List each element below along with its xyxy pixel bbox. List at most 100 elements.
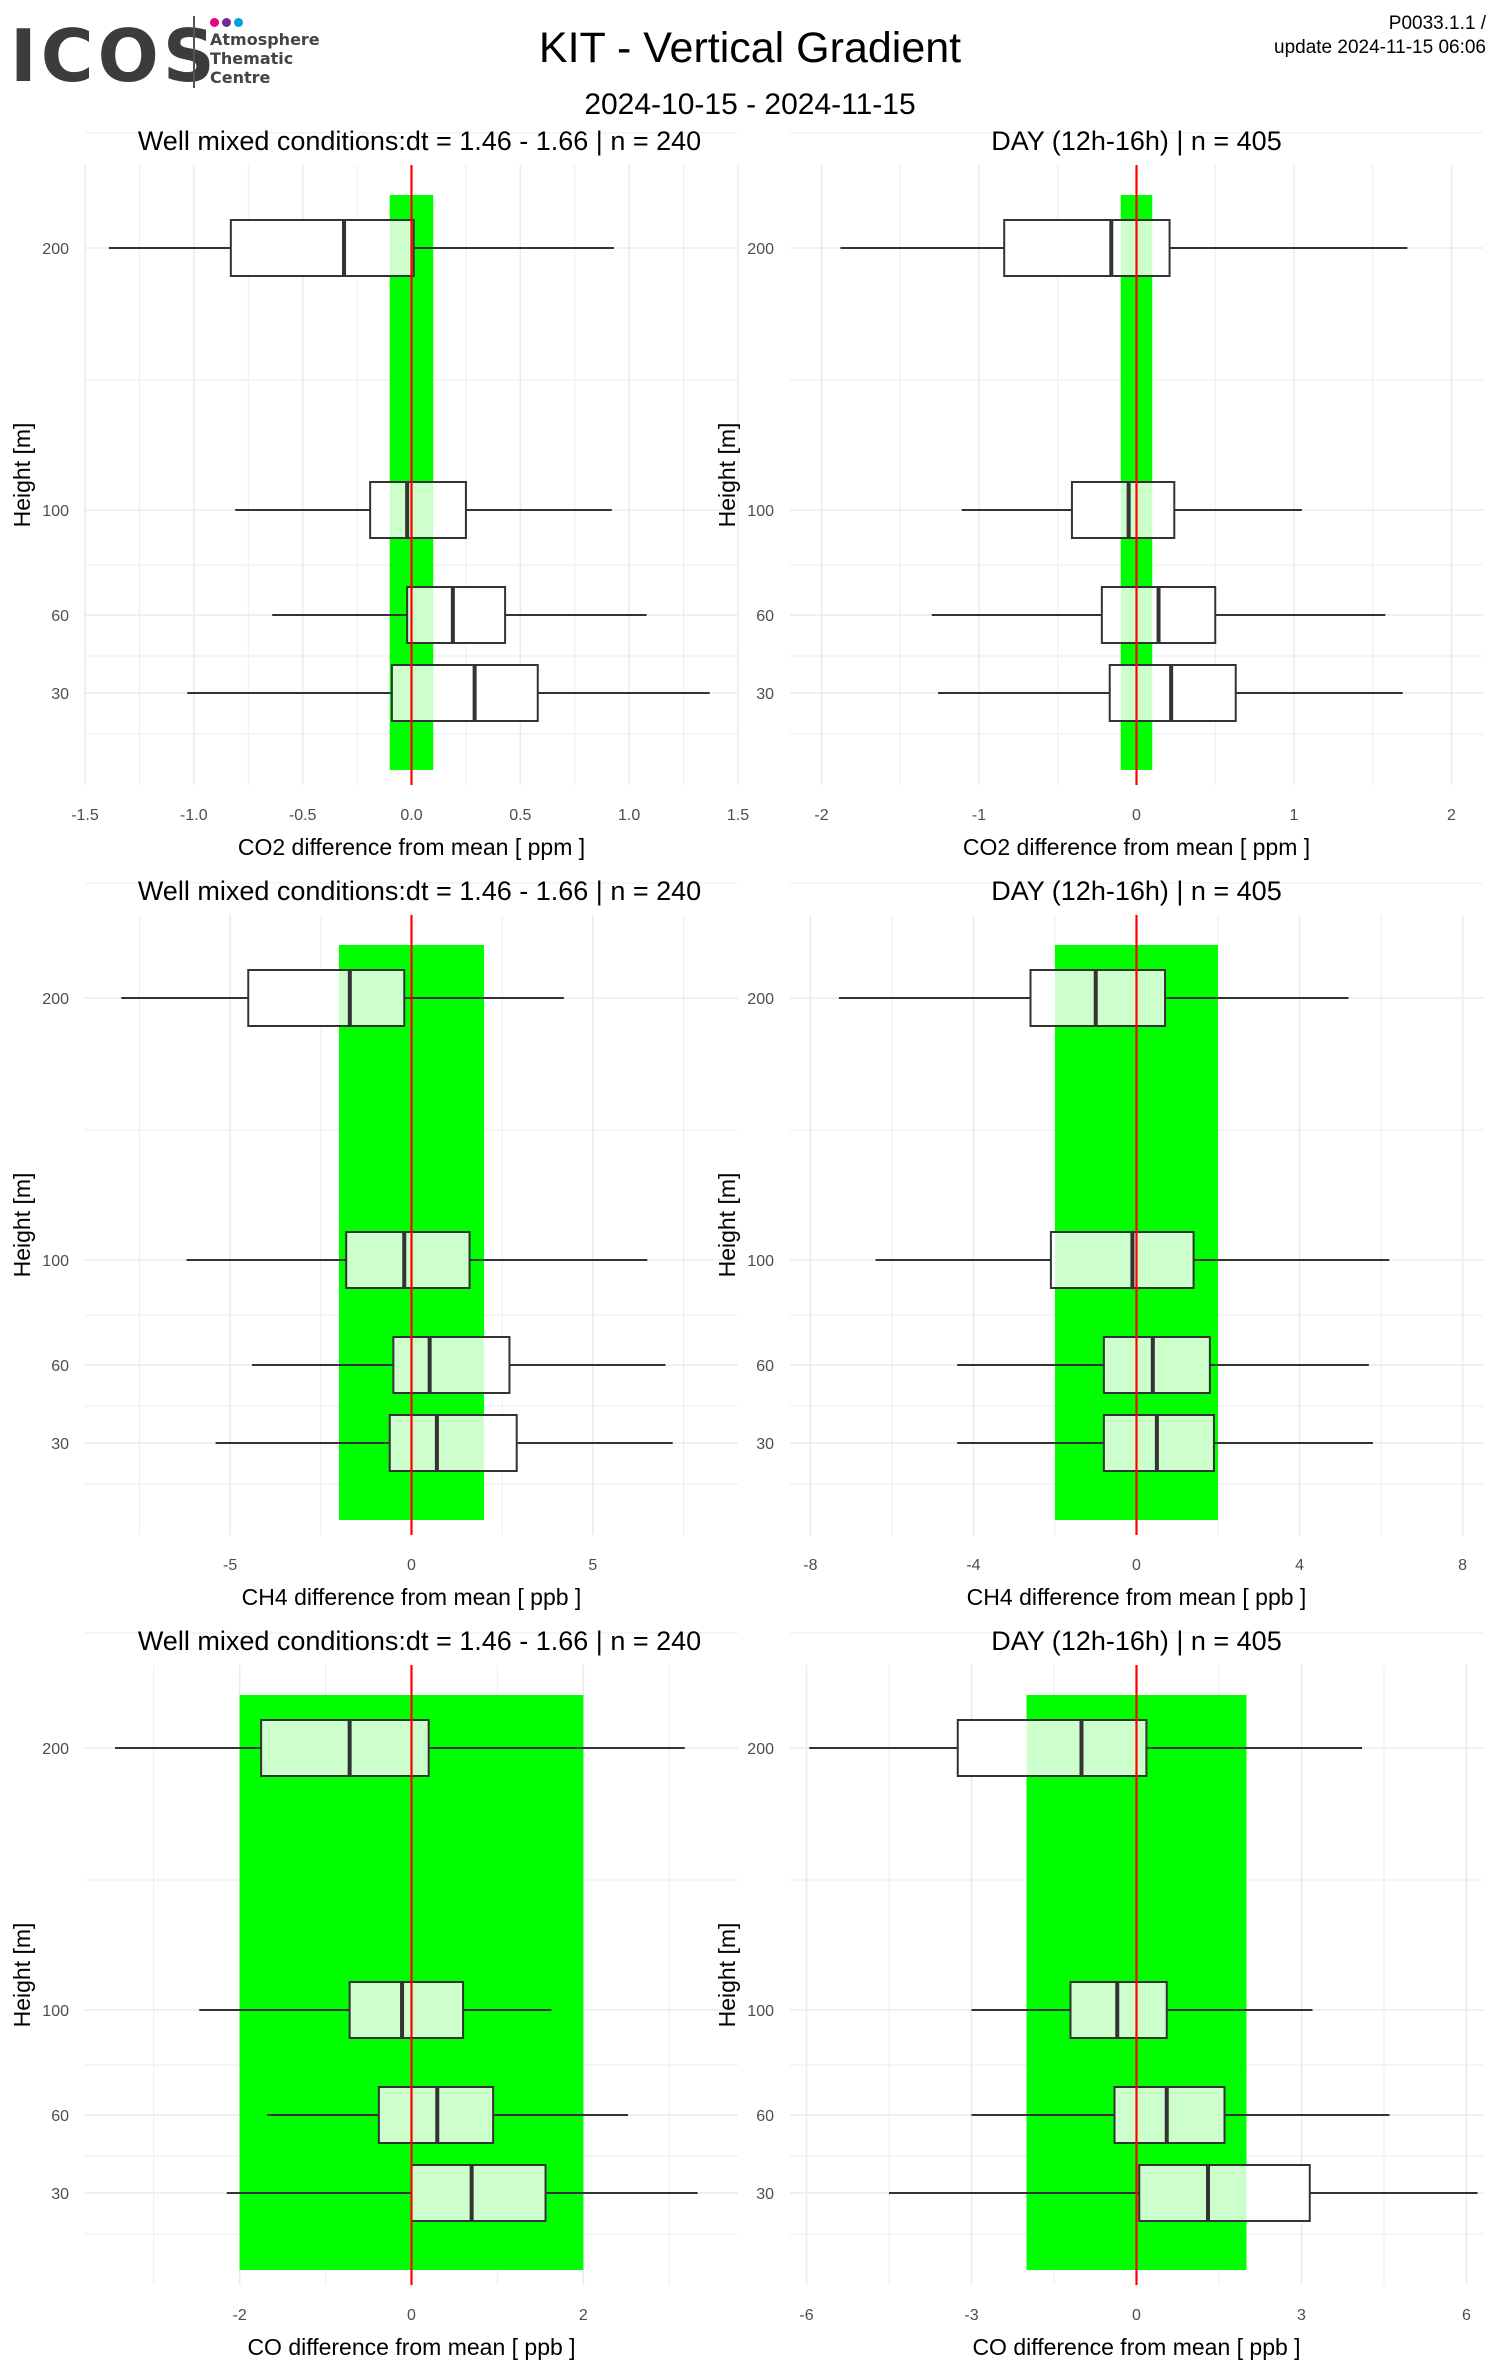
box-outline (1113, 2086, 1226, 2144)
y-tick-label: 30 (756, 2186, 774, 2203)
logo-dots-icon (210, 14, 246, 32)
box-outline (1003, 219, 1171, 277)
box-outline (1029, 969, 1167, 1027)
box-fill-band (1114, 2087, 1225, 2143)
x-tick-label: 0.5 (509, 807, 531, 824)
x-tick-label: 6 (1462, 2307, 1471, 2324)
box-outline (247, 969, 406, 1027)
x-tick-label: -1.5 (71, 807, 99, 824)
x-tick-label: -1.0 (180, 807, 208, 824)
chart-title: DAY (12h-16h) | n = 405 (991, 126, 1281, 156)
x-tick-label: 1.0 (618, 807, 640, 824)
x-axis-title: CO2 difference from mean [ ppm ] (963, 834, 1310, 860)
chart-title: DAY (12h-16h) | n = 405 (991, 876, 1281, 906)
box-outline (1138, 2164, 1311, 2222)
box-fill-band (1103, 1415, 1214, 1471)
y-tick-label: 60 (51, 608, 69, 625)
logo-subtitle: Atmosphere Thematic Centre (210, 30, 320, 87)
logo-divider (193, 16, 195, 88)
logo-subtitle-line: Centre (210, 68, 271, 87)
box-fill-band (389, 220, 414, 276)
y-tick-label: 100 (42, 503, 69, 520)
x-axis-title: CH4 difference from mean [ ppb ] (967, 1584, 1307, 1610)
x-tick-label: 2 (1447, 807, 1456, 824)
chart-title: Well mixed conditions:dt = 1.46 - 1.66 |… (138, 1626, 701, 1656)
box-fill-band (1026, 1720, 1147, 1776)
box-outline (369, 481, 467, 539)
y-tick-label: 30 (756, 686, 774, 703)
y-axis-title: Height [m] (714, 423, 740, 528)
box-outline (1102, 1336, 1211, 1394)
box-fill-band (1054, 1232, 1194, 1288)
box-fill (230, 220, 414, 276)
y-tick-label: 200 (747, 241, 774, 258)
box-outline (1102, 1414, 1215, 1472)
x-tick-label: 5 (588, 1557, 597, 1574)
product-code: P0033.1.1 / (1388, 13, 1486, 34)
chart-panel: -2 -1 0 1 2 30 60 100 200 DAY (12h-16h) | n = 405… (714, 126, 1483, 860)
x-axis-title: CO difference from mean [ ppb ] (247, 2334, 575, 2360)
y-tick-label: 200 (747, 991, 774, 1008)
y-axis-title: Height [m] (714, 1173, 740, 1278)
x-tick-label: 1.5 (727, 807, 749, 824)
y-tick-label: 200 (747, 1741, 774, 1758)
y-axis-title: Height [m] (9, 423, 35, 528)
x-tick-label: 0 (407, 2307, 416, 2324)
box-fill-band (393, 1337, 485, 1393)
chart-panel: -2 0 2 30 60 100 200 Well mixed conditions:dt =… (9, 1626, 738, 2360)
meta-info: P0033.1.1 / update 2024-11-15 06:06 (1274, 12, 1486, 60)
y-tick-label: 60 (756, 1358, 774, 1375)
x-tick-label: 8 (1458, 1557, 1467, 1574)
y-axis-title: Height [m] (714, 1923, 740, 2028)
x-tick-label: 0 (1132, 1557, 1141, 1574)
x-axis-title: CH4 difference from mean [ ppb ] (242, 1584, 582, 1610)
chart-panel: -1.5 -1.0 -0.5 0.0 0.5 1.0 1.5 30 60 100 200 Well m… (9, 126, 749, 860)
box-fill-band (1054, 970, 1166, 1026)
chart-title: Well mixed conditions:dt = 1.46 - 1.66 |… (138, 876, 701, 906)
y-axis-title: Height [m] (9, 1923, 35, 2028)
y-tick-label: 200 (42, 241, 69, 258)
chart-title: Well mixed conditions:dt = 1.46 - 1.66 |… (138, 126, 701, 156)
x-tick-label: -2 (814, 807, 828, 824)
logo-wordmark: ICOS (10, 14, 219, 98)
box-outline (1049, 1231, 1195, 1289)
logo-subtitle-line: Thematic (210, 49, 294, 68)
x-tick-label: 0 (407, 1557, 416, 1574)
x-tick-label: -5 (223, 1557, 237, 1574)
x-tick-label: 4 (1295, 1557, 1304, 1574)
y-tick-label: 200 (42, 1741, 69, 1758)
icos-logo: ICOS Atmosphere Thematic Centre (10, 12, 340, 92)
y-tick-label: 30 (51, 2186, 69, 2203)
box-outline (260, 1719, 430, 1777)
box-fill-band (346, 1232, 470, 1288)
y-tick-label: 60 (51, 2108, 69, 2125)
date-range: 2024-10-15 - 2024-11-15 (584, 88, 916, 121)
box-fill-band (261, 1720, 429, 1776)
y-tick-label: 100 (747, 503, 774, 520)
x-tick-label: 3 (1297, 2307, 1306, 2324)
y-tick-label: 30 (51, 1436, 69, 1453)
update-timestamp: update 2024-11-15 06:06 (1274, 37, 1486, 58)
chart-title: DAY (12h-16h) | n = 405 (991, 1626, 1281, 1656)
y-tick-label: 200 (42, 991, 69, 1008)
y-axis-title: Height [m] (9, 1173, 35, 1278)
box-fill-band (1139, 2165, 1247, 2221)
x-tick-label: 1 (1290, 807, 1299, 824)
y-tick-label: 100 (42, 2003, 69, 2020)
logo-dot (234, 18, 243, 27)
x-tick-label: -0.5 (289, 807, 317, 824)
x-tick-label: -6 (799, 2307, 813, 2324)
box-outline (406, 586, 507, 644)
x-axis-title: CO2 difference from mean [ ppm ] (238, 834, 585, 860)
x-tick-label: -4 (966, 1557, 980, 1574)
box-outline (1070, 481, 1176, 539)
x-tick-label: 0 (1132, 2307, 1141, 2324)
x-axis-title: CO difference from mean [ ppb ] (972, 2334, 1300, 2360)
y-tick-label: 100 (747, 1253, 774, 1270)
x-tick-label: 0.0 (400, 807, 422, 824)
chart-panel: -8 -4 0 4 8 30 60 100 200 DAY (12h-16h) | n = 405… (714, 876, 1483, 1610)
y-tick-label: 100 (747, 2003, 774, 2020)
y-tick-label: 100 (42, 1253, 69, 1270)
box-fill-band (411, 2165, 546, 2221)
